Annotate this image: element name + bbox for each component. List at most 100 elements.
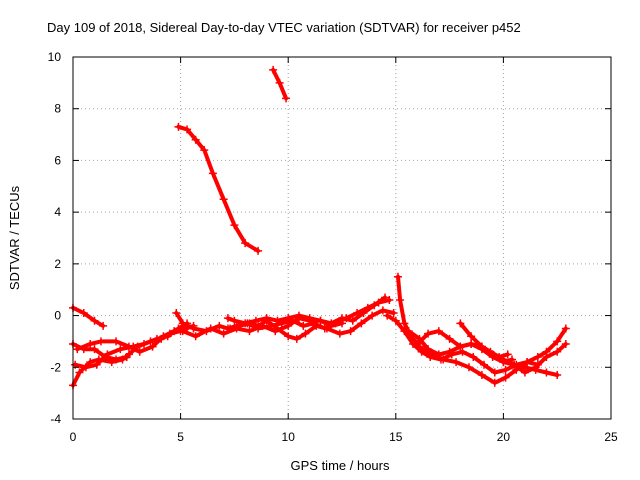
data-point-marker: [254, 246, 263, 255]
data-point-marker: [183, 125, 192, 134]
data-point-marker: [561, 324, 570, 333]
data-point-marker: [413, 340, 422, 349]
data-point-marker: [191, 332, 200, 341]
data-point-marker: [381, 293, 390, 302]
data-point-marker: [553, 337, 562, 346]
data-point-marker: [284, 314, 293, 323]
data-point-marker: [385, 296, 394, 305]
data-point-marker: [86, 340, 95, 349]
data-point-marker: [282, 94, 291, 103]
data-point-marker: [467, 332, 476, 341]
data-point-marker: [426, 352, 435, 361]
data-series: [69, 65, 570, 390]
data-point-marker: [531, 363, 540, 372]
data-point-marker: [284, 321, 293, 330]
data-point-marker: [262, 314, 271, 323]
data-point-marker: [480, 360, 489, 369]
x-tick-label: 25: [604, 430, 618, 444]
data-point-marker: [135, 347, 144, 356]
data-point-marker: [206, 324, 215, 333]
data-point-marker: [292, 334, 301, 343]
data-point-marker: [305, 314, 314, 323]
data-point-marker: [118, 355, 127, 364]
data-point-marker: [301, 329, 310, 338]
data-point-marker: [241, 319, 250, 328]
data-point-marker: [219, 329, 228, 338]
data-point-marker: [174, 122, 183, 131]
data-point-marker: [533, 352, 542, 361]
data-point-marker: [452, 358, 461, 367]
data-point-marker: [469, 352, 478, 361]
x-tick-label: 15: [389, 430, 403, 444]
data-point-marker: [520, 368, 529, 377]
data-point-marker: [456, 342, 465, 351]
data-point-marker: [103, 350, 112, 359]
data-point-marker: [501, 373, 510, 382]
data-point-marker: [391, 316, 400, 325]
y-tick-labels: -4 -2 0 2 4 6 8 10: [48, 50, 62, 426]
data-point-marker: [245, 327, 254, 336]
data-point-marker: [490, 368, 499, 377]
data-point-marker: [90, 345, 99, 354]
data-point-marker: [553, 371, 562, 380]
data-point-marker: [503, 350, 512, 359]
x-tick-label: 10: [282, 430, 296, 444]
data-point-marker: [424, 345, 433, 354]
data-point-marker: [116, 345, 125, 354]
data-point-marker: [99, 321, 108, 330]
data-point-marker: [357, 319, 366, 328]
y-tick-label: -2: [50, 360, 61, 374]
data-point-marker: [404, 327, 413, 336]
x-tick-label: 0: [70, 430, 77, 444]
data-point-marker: [368, 311, 377, 320]
data-point-marker: [90, 316, 99, 325]
data-point-marker: [223, 314, 232, 323]
x-tick-labels: 0 5 10 15 20 25: [70, 430, 618, 444]
data-point-marker: [312, 321, 321, 330]
data-point-marker: [553, 347, 562, 356]
y-tick-label: 10: [48, 50, 62, 64]
data-point-marker: [148, 342, 157, 351]
y-axis-label: SDTVAR / TECUs: [7, 185, 22, 290]
data-point-marker: [178, 327, 187, 336]
data-point-marker: [92, 360, 101, 369]
data-point-marker: [269, 65, 278, 74]
x-axis-label: GPS time / hours: [291, 458, 390, 473]
data-point-marker: [477, 371, 486, 380]
data-point-marker: [284, 332, 293, 341]
data-point-marker: [226, 324, 235, 333]
data-point-marker: [499, 358, 508, 367]
data-point-marker: [396, 296, 405, 305]
data-point-marker: [467, 340, 476, 349]
axis-ticks: [72, 56, 612, 420]
data-point-marker: [338, 319, 346, 328]
data-point-marker: [215, 321, 224, 330]
data-point-marker: [477, 342, 486, 351]
data-point-marker: [75, 368, 84, 377]
data-point-marker: [200, 146, 209, 155]
data-point-marker: [178, 319, 187, 328]
data-point-marker: [389, 308, 398, 317]
data-point-marker: [561, 340, 570, 349]
data-point-marker: [327, 321, 336, 330]
series-arc-10: [176, 124, 261, 253]
data-point-marker: [230, 221, 239, 230]
data-point-marker: [434, 327, 443, 336]
data-point-marker: [251, 316, 260, 325]
data-point-marker: [230, 316, 239, 325]
y-tick-label: 6: [54, 153, 61, 167]
data-point-marker: [445, 334, 454, 343]
data-point-marker: [299, 321, 308, 330]
data-point-marker: [346, 327, 355, 336]
data-point-marker: [378, 306, 387, 315]
data-point-marker: [170, 327, 179, 336]
data-point-marker: [124, 342, 133, 351]
data-point-marker: [124, 350, 133, 359]
data-point-marker: [445, 347, 454, 356]
data-point-marker: [501, 365, 510, 374]
data-point-marker: [458, 347, 467, 356]
data-point-marker: [335, 329, 344, 338]
data-point-marker: [400, 319, 409, 328]
data-point-marker: [436, 355, 445, 364]
data-point-marker: [107, 358, 116, 367]
